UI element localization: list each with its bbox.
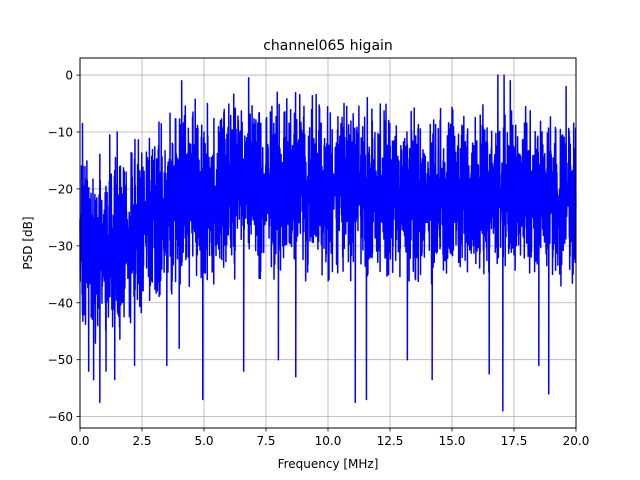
y-tick-label: 0 [65,69,73,83]
x-axis-label: Frequency [MHz] [278,457,379,471]
x-tick-label: 2.5 [132,434,151,448]
psd-line [79,74,577,412]
chart-title: channel065 higain [263,38,393,54]
x-tick-label: 0.0 [70,434,89,448]
x-tick-label: 12.5 [377,434,404,448]
x-tick-label: 10.0 [315,434,342,448]
y-tick-label: −10 [48,126,73,140]
psd-series [79,74,577,412]
x-tick-label: 7.5 [256,434,275,448]
y-tick-label: −20 [48,182,73,196]
x-axis: 0.0 2.5 5.0 7.5 10.0 12.5 15.0 17.5 20.0 [70,428,589,448]
x-tick-label: 15.0 [439,434,466,448]
x-tick-label: 17.5 [501,434,528,448]
x-tick-label: 5.0 [194,434,213,448]
x-tick-label: 20.0 [563,434,590,448]
y-tick-label: −60 [48,410,73,424]
y-tick-label: −50 [48,353,73,367]
y-axis: 0 −10 −20 −30 −40 −50 −60 [48,69,80,424]
y-tick-label: −40 [48,296,73,310]
y-axis-label: PSD [dB] [21,216,35,269]
y-tick-label: −30 [48,239,73,253]
